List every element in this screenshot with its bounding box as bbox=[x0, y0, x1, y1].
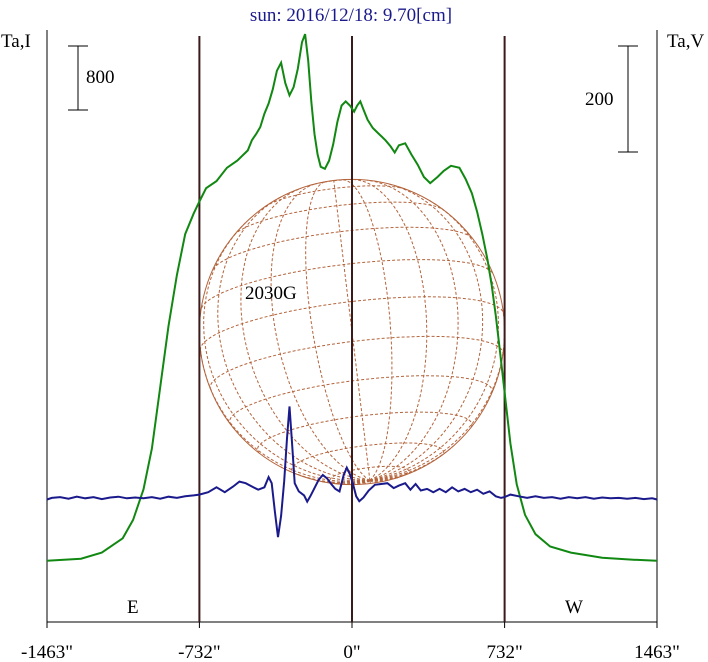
series-polarization-line bbox=[46, 406, 658, 538]
longitude-line bbox=[305, 181, 371, 481]
x-tick-label: -1463" bbox=[21, 642, 73, 662]
east-label: E bbox=[127, 597, 139, 618]
annotation-2030g: 2030G bbox=[245, 283, 297, 304]
longitude-line bbox=[369, 445, 454, 481]
x-tick-label: 732" bbox=[486, 642, 522, 662]
limb-markers bbox=[198, 36, 506, 622]
west-label: W bbox=[565, 597, 583, 618]
chart-title: sun: 2016/12/18: 9.70[cm] bbox=[250, 5, 452, 26]
x-tick-label: 0" bbox=[343, 642, 360, 662]
left-axis-label: Ta,I bbox=[1, 31, 31, 52]
longitude-line bbox=[369, 480, 386, 482]
longitude-line bbox=[240, 187, 370, 481]
latitude-line bbox=[212, 226, 473, 270]
right-axis-label: Ta,V bbox=[667, 31, 704, 52]
scale-bars: 800 200 bbox=[68, 45, 638, 153]
x-ticks: -1463" -732" 0" 732" 1463" bbox=[21, 622, 680, 662]
x-tick-label: -732" bbox=[178, 642, 221, 662]
longitude-line bbox=[341, 179, 393, 481]
x-tick-label: 1463" bbox=[634, 642, 680, 662]
longitude-line bbox=[203, 222, 370, 482]
latitude-line bbox=[209, 335, 504, 390]
latitude-line bbox=[229, 375, 493, 425]
longitude-line bbox=[333, 180, 371, 481]
left-scale-bar-label: 800 bbox=[86, 67, 115, 88]
longitude-line bbox=[369, 200, 500, 481]
right-scale-bar-label: 200 bbox=[585, 89, 614, 110]
longitude-line bbox=[367, 179, 459, 481]
longitude-line bbox=[217, 196, 370, 481]
series-intensity-line bbox=[46, 33, 658, 562]
latitude-line bbox=[200, 296, 504, 351]
longitude-line bbox=[369, 480, 377, 483]
latitude-line bbox=[233, 201, 444, 236]
longitude-line bbox=[270, 183, 371, 481]
longitude-line bbox=[369, 313, 506, 481]
longitude-line bbox=[353, 179, 428, 481]
longitude-line bbox=[369, 183, 484, 481]
